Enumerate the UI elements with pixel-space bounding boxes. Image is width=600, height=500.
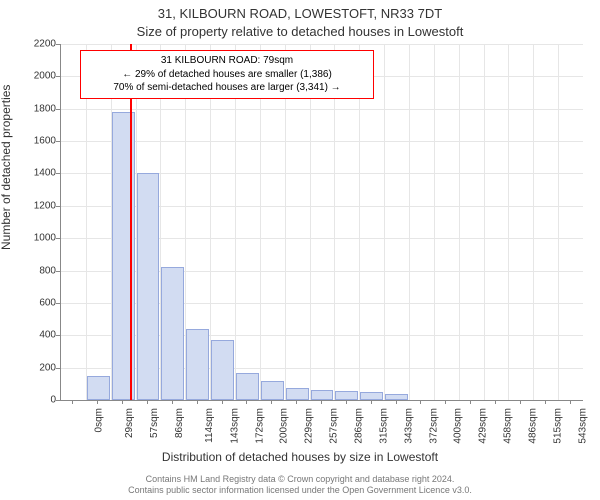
x-tick-mark bbox=[222, 400, 223, 404]
histogram-chart: 31, KILBOURN ROAD, LOWESTOFT, NR33 7DT S… bbox=[0, 0, 600, 500]
y-tick-label: 600 bbox=[26, 297, 56, 308]
x-tick-mark bbox=[520, 400, 521, 404]
histogram-bar bbox=[137, 173, 160, 400]
x-tick-label: 543sqm bbox=[577, 408, 588, 444]
x-tick-mark bbox=[197, 400, 198, 404]
y-tick-label: 400 bbox=[26, 330, 56, 341]
x-tick-label: 143sqm bbox=[229, 408, 240, 444]
x-tick-mark bbox=[271, 400, 272, 404]
y-tick-mark bbox=[56, 271, 60, 272]
x-tick-label: 315sqm bbox=[378, 408, 389, 444]
x-tick-mark bbox=[495, 400, 496, 404]
gridline-v bbox=[484, 44, 485, 400]
x-tick-mark bbox=[72, 400, 73, 404]
x-tick-label: 429sqm bbox=[478, 408, 489, 444]
x-tick-label: 515sqm bbox=[552, 408, 563, 444]
y-tick-mark bbox=[56, 44, 60, 45]
y-tick-mark bbox=[56, 141, 60, 142]
gridline-h bbox=[61, 44, 583, 45]
x-tick-label: 486sqm bbox=[528, 408, 539, 444]
x-tick-mark bbox=[371, 400, 372, 404]
x-tick-mark bbox=[420, 400, 421, 404]
gridline-v bbox=[508, 44, 509, 400]
gridline-v bbox=[459, 44, 460, 400]
x-tick-mark bbox=[321, 400, 322, 404]
y-tick-label: 1200 bbox=[26, 200, 56, 211]
x-tick-mark bbox=[346, 400, 347, 404]
y-tick-mark bbox=[56, 206, 60, 207]
y-tick-label: 1800 bbox=[26, 103, 56, 114]
y-tick-mark bbox=[56, 109, 60, 110]
x-tick-mark bbox=[97, 400, 98, 404]
gridline-v bbox=[533, 44, 534, 400]
histogram-bar bbox=[261, 381, 284, 400]
gridline-h bbox=[61, 109, 583, 110]
histogram-bar bbox=[161, 267, 184, 400]
histogram-bar bbox=[186, 329, 209, 400]
y-tick-label: 1400 bbox=[26, 168, 56, 179]
x-tick-mark bbox=[445, 400, 446, 404]
x-tick-label: 0sqm bbox=[94, 408, 105, 432]
histogram-bar bbox=[87, 376, 110, 400]
y-tick-label: 200 bbox=[26, 362, 56, 373]
y-tick-mark bbox=[56, 400, 60, 401]
y-tick-mark bbox=[56, 335, 60, 336]
x-tick-label: 286sqm bbox=[354, 408, 365, 444]
x-tick-mark bbox=[122, 400, 123, 404]
attribution-line-1: Contains HM Land Registry data © Crown c… bbox=[0, 474, 600, 485]
x-tick-label: 458sqm bbox=[503, 408, 514, 444]
chart-subtitle: Size of property relative to detached ho… bbox=[0, 24, 600, 39]
x-tick-label: 229sqm bbox=[304, 408, 315, 444]
x-tick-mark bbox=[172, 400, 173, 404]
attribution-line-2: Contains public sector information licen… bbox=[0, 485, 600, 496]
x-tick-mark bbox=[470, 400, 471, 404]
y-tick-label: 2000 bbox=[26, 71, 56, 82]
x-tick-label: 57sqm bbox=[149, 408, 160, 438]
x-tick-label: 114sqm bbox=[204, 408, 215, 443]
histogram-bar bbox=[311, 390, 334, 400]
gridline-v bbox=[409, 44, 410, 400]
annotation-line-1: 31 KILBOURN ROAD: 79sqm bbox=[87, 54, 367, 68]
histogram-bar bbox=[286, 388, 309, 400]
gridline-v bbox=[434, 44, 435, 400]
y-tick-mark bbox=[56, 238, 60, 239]
y-axis-label: Number of detached properties bbox=[0, 85, 13, 250]
y-tick-label: 2200 bbox=[26, 39, 56, 50]
y-tick-mark bbox=[56, 76, 60, 77]
gridline-v bbox=[558, 44, 559, 400]
y-tick-mark bbox=[56, 303, 60, 304]
x-tick-label: 257sqm bbox=[329, 408, 340, 444]
x-tick-label: 172sqm bbox=[254, 408, 265, 444]
x-axis-label: Distribution of detached houses by size … bbox=[0, 450, 600, 464]
y-tick-label: 0 bbox=[26, 395, 56, 406]
histogram-bar bbox=[211, 340, 234, 400]
x-tick-label: 372sqm bbox=[428, 408, 439, 444]
x-tick-label: 29sqm bbox=[124, 408, 135, 438]
x-tick-label: 343sqm bbox=[403, 408, 414, 444]
y-tick-mark bbox=[56, 173, 60, 174]
annotation-line-2: ← 29% of detached houses are smaller (1,… bbox=[87, 68, 367, 82]
gridline-v bbox=[384, 44, 385, 400]
x-tick-mark bbox=[545, 400, 546, 404]
x-tick-mark bbox=[147, 400, 148, 404]
x-tick-mark bbox=[396, 400, 397, 404]
annotation-box: 31 KILBOURN ROAD: 79sqm ← 29% of detache… bbox=[80, 50, 374, 99]
y-tick-label: 1000 bbox=[26, 233, 56, 244]
x-tick-label: 400sqm bbox=[453, 408, 464, 444]
y-tick-mark bbox=[56, 368, 60, 369]
y-tick-label: 800 bbox=[26, 265, 56, 276]
histogram-bar bbox=[360, 392, 383, 400]
x-tick-label: 200sqm bbox=[279, 408, 290, 444]
chart-title-address: 31, KILBOURN ROAD, LOWESTOFT, NR33 7DT bbox=[0, 6, 600, 21]
x-tick-label: 86sqm bbox=[174, 408, 185, 438]
gridline-h bbox=[61, 141, 583, 142]
annotation-line-3: 70% of semi-detached houses are larger (… bbox=[87, 81, 367, 95]
y-tick-label: 1600 bbox=[26, 136, 56, 147]
x-tick-mark bbox=[570, 400, 571, 404]
x-tick-mark bbox=[296, 400, 297, 404]
histogram-bar bbox=[236, 373, 259, 401]
x-tick-mark bbox=[246, 400, 247, 404]
histogram-bar bbox=[335, 391, 358, 400]
attribution-text: Contains HM Land Registry data © Crown c… bbox=[0, 474, 600, 497]
